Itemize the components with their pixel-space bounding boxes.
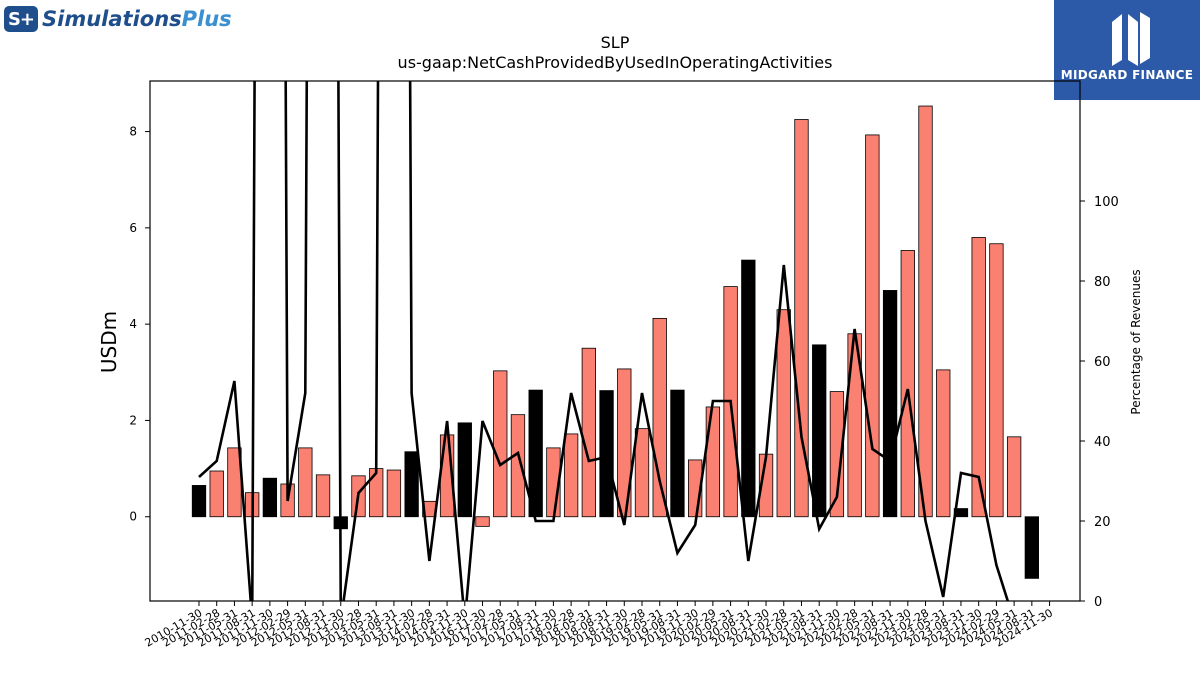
bar	[262, 477, 278, 518]
logo-mark: S+	[4, 6, 38, 32]
y2-tick-label: 80	[1094, 275, 1111, 290]
series-line	[198, 81, 1010, 601]
y2-tick-label: 40	[1094, 435, 1111, 450]
logo-wordmark: SimulationsPlus	[42, 7, 232, 31]
bar	[1006, 436, 1022, 518]
bar	[900, 250, 915, 518]
bar	[741, 259, 756, 518]
midgard-finance-logo: MIDGARD FINANCE	[1054, 0, 1200, 100]
axes-group: 024680204060801002010-11-302011-02-28201…	[129, 80, 1119, 650]
chart-subtitle: us-gaap:NetCashProvidedByUsedInOperating…	[398, 53, 833, 72]
bar	[705, 406, 721, 518]
y-tick-label: 6	[129, 221, 137, 235]
bar	[936, 369, 951, 518]
bar	[670, 389, 685, 518]
y-tick-label: 4	[129, 317, 137, 331]
y-axis-label: USDm	[97, 311, 121, 373]
bar	[1024, 516, 1039, 579]
bar	[404, 451, 419, 518]
y2-axis-label: Percentage of Revenues	[1129, 269, 1143, 414]
y2-tick-label: 60	[1094, 355, 1111, 370]
chart-title: SLP	[601, 33, 630, 52]
y2-tick-label: 0	[1094, 595, 1102, 610]
bar	[457, 422, 472, 518]
bar	[882, 290, 898, 518]
bar	[599, 390, 614, 518]
bar	[829, 391, 845, 518]
logo-word-plus: Plus	[181, 7, 232, 31]
bar	[563, 433, 579, 518]
bar	[581, 347, 596, 518]
bars-group	[191, 105, 1039, 579]
brand-name: MIDGARD FINANCE	[1060, 68, 1194, 82]
y-tick-label: 2	[129, 413, 137, 427]
y2-tick-label: 20	[1094, 515, 1111, 530]
bar	[475, 516, 490, 527]
bar	[776, 309, 791, 518]
bar	[794, 119, 809, 518]
bar	[493, 370, 508, 518]
line-group	[198, 81, 1010, 601]
bar	[386, 469, 402, 518]
logo-word-main: Simulations	[42, 7, 182, 31]
bar	[191, 485, 207, 518]
bar	[989, 243, 1004, 518]
simulations-plus-logo: S+ SimulationsPlus	[4, 4, 232, 34]
plot-frame	[149, 80, 1081, 602]
bar	[918, 105, 933, 518]
bar	[812, 344, 827, 518]
bar	[369, 468, 384, 518]
midgard-emblem-icon	[1112, 12, 1150, 66]
bar	[652, 317, 667, 518]
y-tick-label: 8	[129, 125, 137, 139]
bar	[971, 237, 986, 518]
bar	[209, 470, 224, 518]
bar	[510, 414, 526, 518]
y2-tick-label: 100	[1094, 195, 1119, 210]
bar	[634, 428, 650, 518]
bar	[865, 134, 880, 518]
bar	[298, 447, 313, 518]
y-tick-label: 0	[129, 510, 137, 524]
bar	[315, 474, 331, 518]
